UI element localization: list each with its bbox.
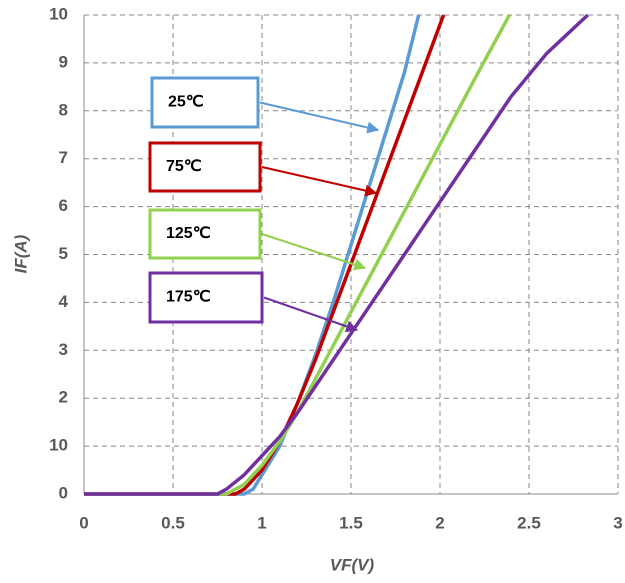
y-tick-label: 10 (49, 4, 68, 23)
y-tick-label: 6 (59, 196, 68, 215)
annotation-box (150, 76, 260, 129)
series-line (84, 13, 589, 496)
x-tick-label: 1.5 (339, 513, 363, 532)
x-tick-label: 0 (79, 513, 88, 532)
annotation-text: 125℃ (166, 225, 211, 242)
series-line (84, 14, 511, 496)
y-tick-label: 9 (59, 52, 68, 71)
y-tick-label: 8 (59, 100, 68, 119)
y-tick-label: 10 (49, 436, 68, 455)
x-axis-label: VF(V) (330, 555, 375, 574)
annotation-text: 25℃ (168, 94, 204, 111)
annotation-arrow (263, 296, 359, 333)
x-tick-label: 2 (435, 513, 444, 532)
annotation-arrow (259, 101, 380, 134)
y-tick-label: 0 (59, 483, 68, 502)
annotation-box (148, 141, 262, 193)
x-tick-label: 0.5 (161, 513, 185, 532)
annotation-arrow (261, 166, 378, 197)
x-tick-label: 3 (613, 513, 622, 532)
y-tick-label: 3 (59, 340, 68, 359)
annotation-arrow (261, 233, 367, 271)
x-tick-label: 2.5 (517, 513, 541, 532)
y-tick-label: 7 (59, 148, 68, 167)
series-line (84, 14, 446, 496)
annotation-box (148, 208, 262, 260)
y-tick-label: 4 (59, 292, 69, 311)
y-tick-label: 5 (59, 244, 68, 263)
y-axis-label: IF(A) (11, 234, 30, 273)
annotation-text: 175℃ (166, 289, 211, 306)
x-tick-label: 1 (257, 513, 266, 532)
annotation-text: 75℃ (166, 158, 202, 175)
annotation-box (148, 271, 264, 324)
y-tick-label: 2 (59, 388, 68, 407)
